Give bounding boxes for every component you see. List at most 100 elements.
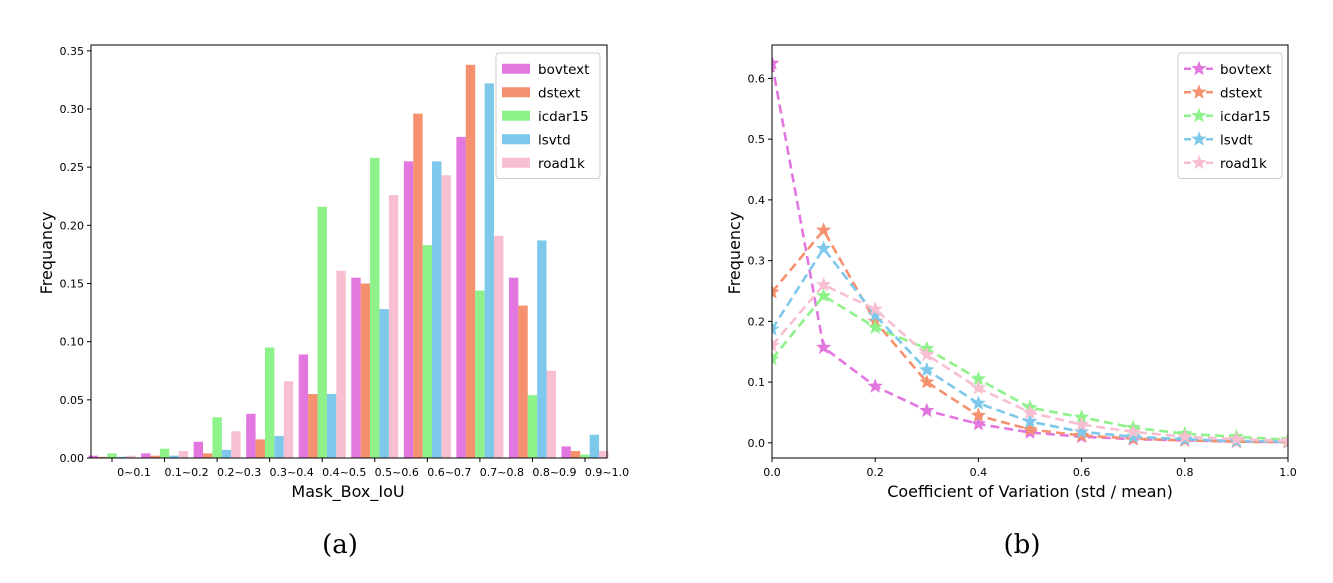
chart-a-bar-dstext-0.7~0.8 — [465, 64, 476, 458]
chart-b-ytick-label-6: 0.6 — [748, 72, 766, 85]
chart-b-point-road1k-3 — [919, 346, 935, 362]
chart-b-point-dstext-3 — [919, 374, 935, 389]
chart-b-point-lsvdt-3 — [919, 361, 935, 377]
chart-a-xtick-label-5: 0.5~0.6 — [375, 466, 419, 479]
chart-b-legend-item-dstext: dstext — [1184, 84, 1262, 101]
chart-a-bar-lsvtd-0.9~1.0 — [589, 434, 600, 458]
chart-b-legend: bovtext dstext icdar15 lsvdt road1k — [1177, 52, 1283, 179]
chart-a-legend: bovtext dstext icdar15 lsvtd road1k — [495, 52, 601, 179]
chart-a-bar-bovtext-0.4~0.5 — [298, 354, 309, 458]
chart-a-bar-bovtext-0.7~0.8 — [456, 136, 466, 458]
chart-b-ytick-label-5: 0.5 — [748, 133, 766, 146]
chart-a-xtick-label-4: 0.4~0.5 — [322, 466, 366, 479]
chart-b-ytick-label-3: 0.3 — [748, 255, 766, 268]
chart-a-bar-lsvtd-0.8~0.9 — [537, 240, 547, 458]
chart-a-xtick-label-0: 0~0.1 — [117, 466, 151, 479]
chart-a-ytick-label-4: 0.20 — [60, 219, 85, 232]
chart-a-bar-dstext-0.8~0.9 — [518, 305, 528, 458]
chart-a-ytick-label-0: 0.00 — [60, 452, 85, 465]
chart-a-bar-dstext-0.4~0.5 — [308, 394, 318, 458]
chart-a-bar-lsvtd-0.1~0.2 — [169, 455, 179, 458]
chart-b-series-road1k — [772, 276, 1288, 448]
chart-b-point-lsvdt-4 — [970, 395, 987, 410]
chart-a-bar-lsvtd-0.3~0.4 — [274, 435, 284, 458]
chart-b-legend-label-dstext: dstext — [1220, 85, 1262, 101]
chart-a-series-road1k — [126, 175, 609, 459]
chart-b-point-road1k-4 — [970, 380, 987, 395]
chart-b-point-road1k-6 — [1073, 416, 1090, 432]
chart-a-legend-swatch-road1k — [502, 157, 530, 168]
chart-b-series-lsvdt — [772, 240, 1288, 449]
chart-a-ytick-label-6: 0.30 — [60, 103, 85, 116]
chart-a-ytick-label-1: 0.05 — [60, 394, 85, 407]
chart-a-ytick-label-7: 0.35 — [60, 45, 85, 58]
chart-b-legend-label-icdar15: icdar15 — [1220, 109, 1271, 125]
chart-a-bar-bovtext-0.6~0.7 — [403, 161, 414, 458]
chart-a-bar-bovtext-0.8~0.9 — [508, 277, 519, 458]
chart-b-legend-item-lsvdt: lsvdt — [1184, 131, 1253, 148]
chart-b-point-icdar15-4 — [970, 371, 987, 386]
chart-b-point-lsvdt-2 — [867, 307, 883, 322]
chart-b-caption: (b) — [1004, 530, 1041, 560]
chart-b-point-icdar15-6 — [1073, 409, 1090, 424]
chart-b-frame — [771, 44, 1289, 459]
chart-a-bar-icdar15-0.1~0.2 — [159, 448, 170, 458]
chart-b-legend-marker-dstext — [1191, 84, 1207, 99]
chart-b-xtick-label-5: 1.0 — [1279, 466, 1297, 479]
chart-a-bar-road1k-0.6~0.7 — [441, 175, 451, 459]
chart-b-ytick-label-2: 0.2 — [748, 315, 766, 328]
chart-b-point-lsvdt-6 — [1073, 423, 1090, 439]
chart-a-bar-bovtext-0~0.1 — [88, 455, 98, 458]
chart-a-bar-dstext-0.5~0.6 — [360, 283, 371, 458]
chart-a-xtick-label-3: 0.3~0.4 — [270, 466, 314, 479]
chart-a-bar-dstext-0.2~0.3 — [203, 453, 213, 458]
chart-b-legend-marker-icdar15 — [1191, 107, 1207, 123]
chart-a-bar-lsvtd-0.5~0.6 — [379, 309, 389, 458]
chart-b-legend-frame — [1177, 52, 1283, 179]
chart-b-legend-marker-bovtext — [1191, 60, 1207, 76]
chart-a-xtick-label-1: 0.1~0.2 — [164, 466, 208, 479]
chart-b-legend-item-icdar15: icdar15 — [1184, 107, 1271, 125]
chart-a-frame — [90, 44, 608, 459]
chart-a-bar-lsvtd-0~0.1 — [116, 456, 127, 458]
chart-b-point-bovtext-1 — [815, 339, 832, 354]
chart-b-point-road1k-1 — [815, 276, 832, 292]
chart-b-xtick-label-3: 0.6 — [1073, 466, 1091, 479]
chart-b-point-dstext-5 — [1022, 421, 1038, 436]
chart-b-point-road1k-0 — [772, 337, 780, 353]
chart-a-bar-road1k-0.3~0.4 — [283, 381, 294, 458]
chart-a-bar-road1k-0.2~0.3 — [231, 431, 241, 458]
chart-a-bar-icdar15-0.3~0.4 — [264, 347, 275, 458]
chart-a-bar-dstext-0.6~0.7 — [413, 113, 423, 458]
chart-b-series-group — [772, 55, 1288, 449]
chart-b-xtick-label-4: 0.8 — [1176, 466, 1194, 479]
chart-a-legend-item-icdar15: icdar15 — [502, 109, 589, 125]
chart-a-legend-frame — [495, 52, 601, 179]
chart-a-bar-lsvtd-0.2~0.3 — [221, 449, 232, 458]
chart-a-legend-swatch-lsvtd — [502, 134, 530, 145]
chart-b-plot-area: 0.0 0.1 0.2 0.3 0.4 0.5 0.6 0.0 0.2 0.4 0.6 0.8 1.0 b… — [748, 44, 1297, 479]
chart-a-bar-road1k-0.1~0.2 — [178, 451, 189, 458]
chart-b-ytick-label-1: 0.1 — [748, 376, 766, 389]
chart-b-legend-marker-road1k — [1191, 154, 1207, 170]
chart-a-legend-item-bovtext: bovtext — [502, 62, 589, 78]
chart-a-legend-item-lsvtd: lsvtd — [502, 132, 571, 148]
chart-a-bar-bovtext-0.9~1.0 — [561, 446, 571, 458]
chart-a-bar-bovtext-0.3~0.4 — [246, 413, 256, 458]
chart-b-point-road1k-5 — [1022, 404, 1038, 419]
chart-a-ytick-label-3: 0.15 — [60, 277, 85, 290]
chart-a-bar-icdar15-0.6~0.7 — [422, 245, 433, 458]
chart-a-ytick-label-2: 0.10 — [60, 336, 85, 349]
chart-b-point-road1k-9 — [1228, 431, 1245, 446]
chart-a-bar-lsvtd-0.7~0.8 — [484, 83, 494, 458]
chart-a-bar-dstext-0.3~0.4 — [255, 439, 265, 458]
chart-a-bar-road1k-0.7~0.8 — [493, 235, 504, 458]
chart-a-legend-label-road1k: road1k — [538, 156, 585, 172]
chart-a-bar-road1k-0~0.1 — [126, 455, 136, 458]
chart-b-point-bovtext-2 — [867, 378, 883, 393]
chart-b-legend-label-road1k: road1k — [1220, 156, 1267, 172]
chart-a-xtick-label-2: 0.2~0.3 — [217, 466, 261, 479]
chart-b-xtick-label-2: 0.4 — [970, 466, 988, 479]
chart-b-point-road1k-8 — [1177, 428, 1193, 444]
